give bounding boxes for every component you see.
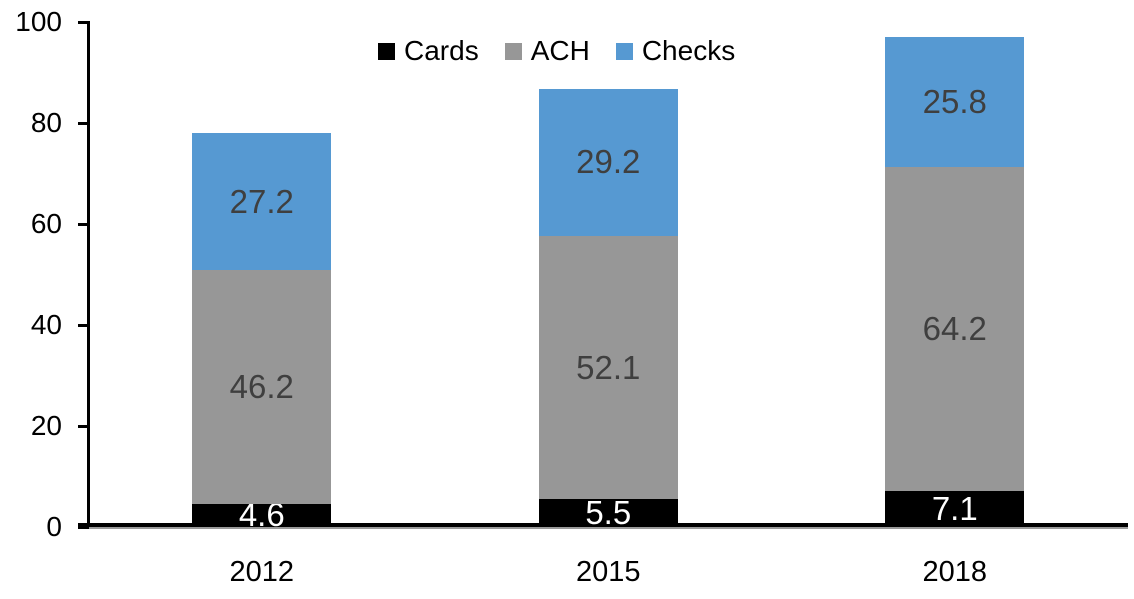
y-tick-20 xyxy=(77,424,89,428)
legend-item-ach: ACH xyxy=(504,35,590,67)
data-label-ach-2015: 52.1 xyxy=(576,348,641,386)
bar-2018-segment-cards: 7.1 xyxy=(885,490,1025,528)
y-axis-line xyxy=(87,20,90,527)
bar-2015-segment-ach: 52.1 xyxy=(538,236,678,500)
bar-2012-segment-cards: 4.6 xyxy=(192,498,332,532)
legend: Cards ACH Checks xyxy=(378,34,735,68)
data-label-ach-2012: 46.2 xyxy=(229,368,294,406)
data-label-cards-2015: 5.5 xyxy=(585,494,632,532)
x-label-2018: 2018 xyxy=(922,556,987,588)
y-tick-100 xyxy=(77,20,89,24)
y-tick-0 xyxy=(77,525,89,529)
legend-label-cards: Cards xyxy=(404,35,479,66)
y-tick-label-40: 40 xyxy=(30,309,62,340)
bar-2015-segment-cards: 5.5 xyxy=(538,494,678,532)
data-label-checks-2018: 25.8 xyxy=(922,82,987,120)
data-label-checks-2012: 27.2 xyxy=(229,182,294,220)
legend-swatch-checks xyxy=(615,42,633,60)
legend-label-ach: ACH xyxy=(530,35,590,66)
bar-2012-segment-ach: 46.2 xyxy=(192,270,332,504)
bar-2018-segment-checks: 25.8 xyxy=(885,36,1025,167)
data-label-ach-2018: 64.2 xyxy=(922,310,987,348)
legend-item-cards: Cards xyxy=(378,35,479,67)
y-tick-80 xyxy=(77,121,89,125)
x-label-2015: 2015 xyxy=(575,556,641,588)
data-label-cards-2018: 7.1 xyxy=(931,490,978,528)
y-tick-label-60: 60 xyxy=(30,208,62,239)
bar-2018-segment-ach: 64.2 xyxy=(885,166,1025,492)
x-label-2012: 2012 xyxy=(229,556,294,588)
legend-swatch-ach xyxy=(504,42,522,60)
legend-item-checks: Checks xyxy=(615,35,736,67)
bar-2015-segment-checks: 29.2 xyxy=(538,88,678,237)
y-tick-60 xyxy=(77,222,89,226)
bar-2012-segment-checks: 27.2 xyxy=(192,133,332,271)
y-tick-label-80: 80 xyxy=(30,107,62,138)
legend-label-checks: Checks xyxy=(641,35,736,66)
data-label-checks-2015: 29.2 xyxy=(576,143,641,181)
y-tick-label-0: 0 xyxy=(46,511,62,542)
x-axis-shadow xyxy=(77,527,1128,529)
y-tick-label-100: 100 xyxy=(15,6,62,37)
legend-swatch-cards xyxy=(378,42,395,60)
y-tick-label-20: 20 xyxy=(30,410,62,441)
y-tick-40 xyxy=(77,323,89,327)
